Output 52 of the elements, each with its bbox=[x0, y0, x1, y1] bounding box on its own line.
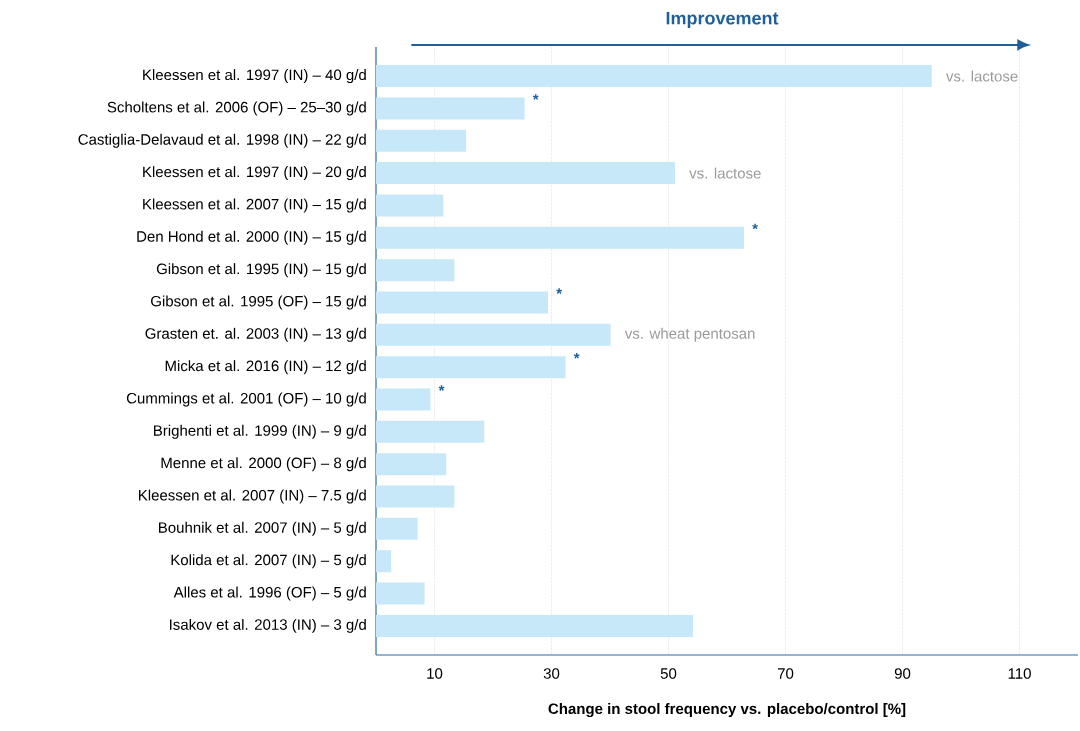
y-tick-label: Gibson et al. 1995 (OF) – 15 g/d bbox=[151, 295, 366, 310]
x-axis-title: Change in stool frequency vs. placebo/control [%] bbox=[548, 703, 906, 718]
y-tick-label: Kleessen et al. 2007 (IN) – 7.5 g/d bbox=[139, 489, 366, 504]
y-tick-label: Gibson et al. 1995 (IN) – 15 g/d bbox=[156, 263, 366, 278]
bar bbox=[376, 65, 932, 88]
annotation: vs. lactose bbox=[689, 167, 761, 179]
bar bbox=[376, 226, 744, 249]
y-tick-label: Micka et al. 2016 (IN) – 12 g/d bbox=[165, 360, 366, 375]
bar bbox=[376, 550, 392, 573]
y-tick-label: Alles et al. 1996 (OF) – 5 g/d bbox=[173, 586, 366, 601]
bar bbox=[376, 388, 431, 411]
x-tick-label: 10 bbox=[427, 668, 443, 679]
text: Improvement bbox=[666, 11, 779, 29]
bar bbox=[376, 162, 675, 185]
annotation: * bbox=[573, 353, 580, 359]
annotation: vs. lactose bbox=[946, 70, 1018, 82]
y-tick-label: Kleessen et al. 1997 (IN) – 20 g/d bbox=[143, 166, 366, 181]
bar bbox=[376, 582, 425, 605]
bar bbox=[376, 259, 455, 282]
y-tick-label: Cummings et al. 2001 (OF) – 10 g/d bbox=[126, 392, 366, 407]
y-tick-label: Bouhnik et al. 2007 (IN) – 5 g/d bbox=[159, 521, 366, 536]
x-tick-label: 70 bbox=[777, 668, 794, 679]
y-tick-label: Brighenti et al. 1999 (IN) – 9 g/d bbox=[154, 424, 366, 439]
y-tick-label: Kleessen et al. 1997 (IN) – 40 g/d bbox=[143, 69, 366, 84]
bar bbox=[376, 356, 566, 379]
bar bbox=[376, 453, 447, 476]
y-tick-label: Den Hond et al. 2000 (IN) – 15 g/d bbox=[137, 230, 366, 245]
y-tick-label: Menne et al. 2000 (OF) – 8 g/d bbox=[161, 457, 366, 472]
bar bbox=[376, 194, 444, 217]
x-tick-label: 110 bbox=[1008, 668, 1031, 679]
y-tick-label: Kleessen et al. 2007 (IN) – 15 g/d bbox=[143, 198, 366, 213]
bar bbox=[376, 129, 467, 152]
y-tick-label: Isakov et al. 2013 (IN) – 3 g/d bbox=[170, 618, 366, 633]
y-tick-label: Kolida et al. 2007 (IN) – 5 g/d bbox=[171, 554, 366, 569]
y-tick-label: Scholtens et al. 2006 (OF) – 25–30 g/d bbox=[107, 101, 366, 116]
bar bbox=[376, 485, 455, 508]
annotation: * bbox=[752, 223, 758, 230]
bar bbox=[376, 323, 611, 346]
bar bbox=[376, 517, 418, 540]
bar bbox=[376, 614, 694, 637]
bar bbox=[376, 420, 485, 443]
y-tick-label: Castiglia-Delavaud et al. 1998 (IN) – 22 g/d bbox=[78, 133, 366, 148]
annotation: * bbox=[438, 385, 445, 391]
x-tick-label: 50 bbox=[660, 668, 677, 679]
x-tick-label: 90 bbox=[894, 668, 911, 679]
x-tick-label: 30 bbox=[543, 668, 560, 679]
bar bbox=[376, 97, 525, 120]
annotation: * bbox=[532, 94, 539, 100]
annotation: * bbox=[556, 288, 563, 294]
annotation: vs. wheat pentosan bbox=[624, 327, 755, 342]
bar bbox=[376, 291, 548, 314]
y-tick-label: Grasten et. al. 2003 (IN) – 13 g/d bbox=[145, 327, 366, 342]
